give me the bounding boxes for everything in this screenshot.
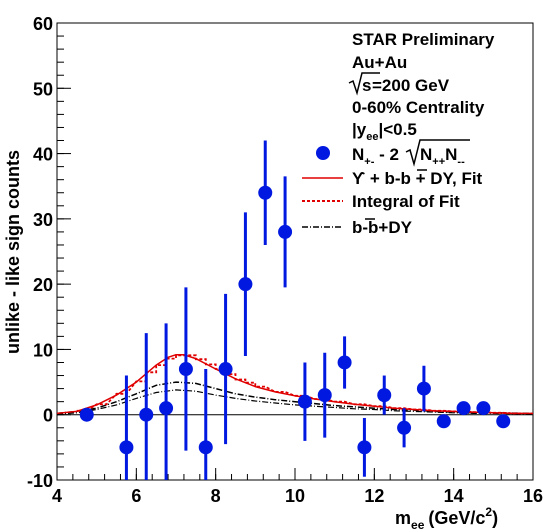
data-point bbox=[198, 440, 213, 455]
x-tick-label: 6 bbox=[131, 486, 141, 506]
data-point bbox=[119, 440, 134, 455]
x-tick-label: 14 bbox=[444, 486, 464, 506]
data-point bbox=[377, 388, 392, 403]
x-axis-title-close: ) bbox=[492, 508, 498, 528]
legend-entry-integral: Integral of Fit bbox=[302, 192, 460, 211]
info-line-2: Au+Au bbox=[352, 53, 407, 72]
data-point bbox=[456, 401, 471, 416]
legend-points-c: N bbox=[420, 145, 432, 164]
x-tick-label: 10 bbox=[285, 486, 305, 506]
data-point bbox=[397, 420, 412, 435]
data-point bbox=[436, 414, 451, 429]
x-axis-title-sup: 2 bbox=[485, 505, 492, 519]
data-point bbox=[258, 185, 273, 200]
legend-points-a: N bbox=[352, 145, 364, 164]
data-point bbox=[496, 414, 511, 429]
legend-entry-bb: b-b+DY bbox=[302, 218, 413, 237]
data-point bbox=[357, 440, 372, 455]
y-tick-label: 40 bbox=[33, 145, 53, 165]
legend-bb-label: b-b+DY bbox=[352, 218, 413, 237]
x-axis-title-main: m bbox=[395, 508, 411, 528]
legend-points-d-sub: -- bbox=[457, 156, 465, 168]
data-point bbox=[278, 224, 293, 239]
legend-entry-points: N+- - 2 N++N-- bbox=[316, 139, 470, 168]
info-line-3-rest: =200 GeV bbox=[372, 76, 450, 95]
sqrt-sign-1 bbox=[348, 72, 380, 96]
y-tick-label: 50 bbox=[33, 79, 53, 99]
integral-of-fit bbox=[76, 354, 524, 415]
legend-points-c-sub: ++ bbox=[432, 156, 445, 168]
tick-labels: 4 6 8 10 12 14 16 -10 0 10 20 30 40 50 60 bbox=[27, 14, 543, 506]
data-point bbox=[238, 277, 253, 292]
data-point bbox=[178, 362, 193, 377]
legend-points-sqrt-content: N++N-- bbox=[420, 145, 465, 168]
info-line-5-sub: ee bbox=[366, 131, 378, 143]
y-tick-label: 60 bbox=[33, 14, 53, 34]
fit-curve bbox=[56, 353, 533, 415]
x-tick-label: 4 bbox=[52, 486, 62, 506]
info-line-3: s =200 GeV bbox=[348, 72, 450, 96]
info-line-5-pre: |y bbox=[352, 120, 367, 139]
x-axis-title-sub: ee bbox=[411, 518, 425, 532]
legend-fit-label: ϒ + b-b + DY, Fit bbox=[352, 169, 483, 188]
data-point bbox=[337, 355, 352, 370]
y-axis-title: unlike - like sign counts bbox=[3, 150, 23, 354]
legend-marker-point bbox=[316, 146, 330, 160]
legend-points-label: N+- - 2 bbox=[352, 145, 399, 168]
x-tick-label: 8 bbox=[211, 486, 221, 506]
legend-integral-label: Integral of Fit bbox=[352, 192, 460, 211]
y-tick-label: 0 bbox=[43, 406, 53, 426]
legend-entry-fit: ϒ + b-b + DY, Fit bbox=[302, 169, 483, 188]
fit-curves bbox=[56, 353, 533, 415]
data-point bbox=[297, 394, 312, 409]
data-point bbox=[159, 401, 174, 416]
axis-ticks bbox=[56, 22, 534, 481]
data-point bbox=[79, 407, 94, 422]
y-tick-label: 10 bbox=[33, 340, 53, 360]
y-tick-label: 30 bbox=[33, 210, 53, 230]
x-tick-label: 12 bbox=[364, 486, 384, 506]
info-line-3-root: s bbox=[362, 76, 371, 95]
y-tick-label: 20 bbox=[33, 275, 53, 295]
data-point bbox=[317, 388, 332, 403]
data-point bbox=[218, 362, 233, 377]
data-point bbox=[476, 401, 491, 416]
bb-dy-curve-lower bbox=[56, 389, 534, 415]
info-line-1: STAR Preliminary bbox=[352, 30, 495, 49]
legend-points-a-sub: +- bbox=[364, 156, 374, 168]
info-line-5-post: |<0.5 bbox=[378, 120, 416, 139]
legend-points-d: N bbox=[445, 145, 457, 164]
data-point bbox=[416, 381, 431, 396]
x-tick-label: 16 bbox=[523, 486, 543, 506]
y-tick-label: -10 bbox=[27, 471, 53, 491]
legend-points-b: - 2 bbox=[374, 145, 399, 164]
sqrt-sign-2 bbox=[405, 139, 470, 167]
legend: N+- - 2 N++N-- ϒ + b-b + DY, Fit Integra… bbox=[302, 139, 483, 237]
info-line-4: 0-60% Centrality bbox=[352, 98, 485, 117]
data-point bbox=[139, 407, 154, 422]
x-axis-title-units: (GeV/c bbox=[428, 508, 485, 528]
info-line-5: |yee|<0.5 bbox=[352, 120, 417, 143]
data-points bbox=[79, 140, 511, 480]
info-text-block: STAR Preliminary Au+Au s =200 GeV 0-60% … bbox=[348, 30, 495, 143]
x-axis-title: mee (GeV/c2) bbox=[395, 505, 498, 532]
